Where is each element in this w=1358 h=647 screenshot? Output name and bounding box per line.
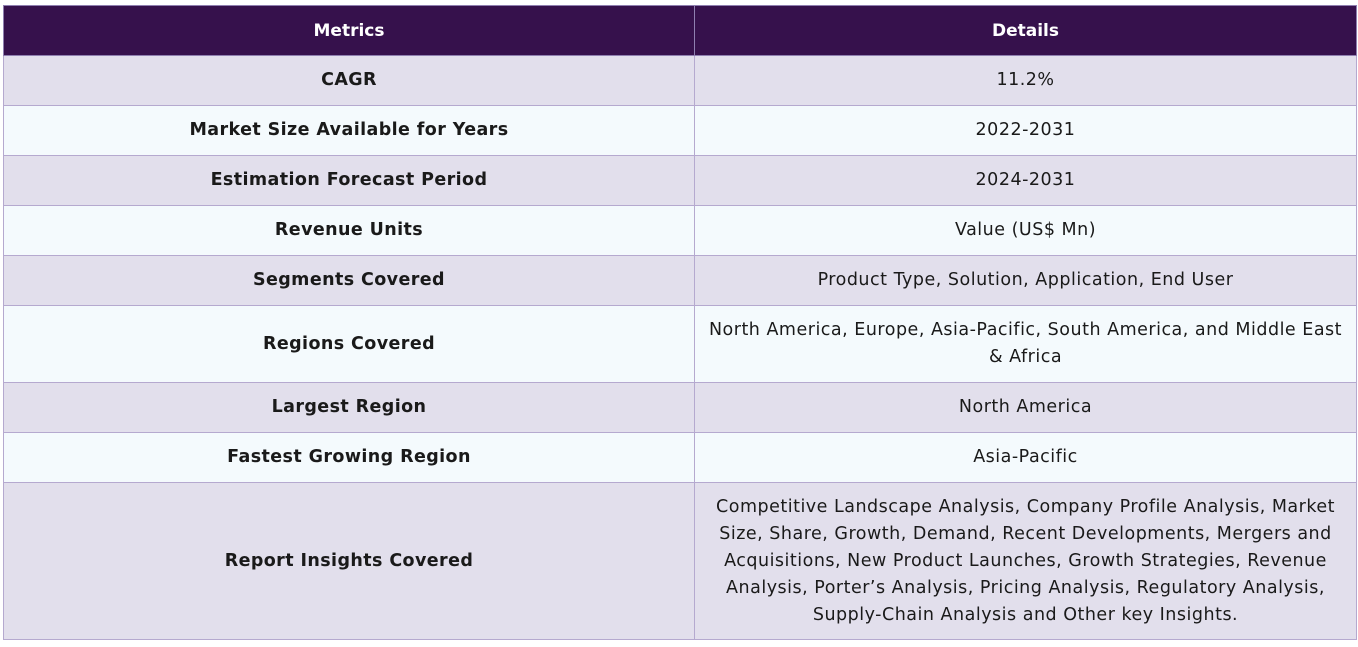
- metric-cell: Segments Covered: [3, 255, 695, 306]
- table-row-forecast-period: Estimation Forecast Period 2024-2031: [3, 155, 1357, 206]
- table-row-regions-covered: Regions Covered North America, Europe, A…: [3, 305, 1357, 383]
- table-row-segments-covered: Segments Covered Product Type, Solution,…: [3, 255, 1357, 306]
- report-metrics-table: Metrics Details CAGR 11.2% Market Size A…: [3, 5, 1357, 640]
- detail-cell: North America: [694, 382, 1357, 433]
- detail-cell: Asia-Pacific: [694, 432, 1357, 483]
- metric-cell: Market Size Available for Years: [3, 105, 695, 156]
- metric-cell: Estimation Forecast Period: [3, 155, 695, 206]
- detail-cell: 2022-2031: [694, 105, 1357, 156]
- metric-cell: Fastest Growing Region: [3, 432, 695, 483]
- table-row-cagr: CAGR 11.2%: [3, 55, 1357, 106]
- report-metrics-table-container: Metrics Details CAGR 11.2% Market Size A…: [3, 5, 1357, 640]
- details-column-header: Details: [694, 5, 1357, 56]
- detail-cell: 2024-2031: [694, 155, 1357, 206]
- metric-cell: Regions Covered: [3, 305, 695, 383]
- metric-cell: Revenue Units: [3, 205, 695, 256]
- metric-cell: Report Insights Covered: [3, 482, 695, 640]
- detail-cell: Product Type, Solution, Application, End…: [694, 255, 1357, 306]
- detail-cell: Competitive Landscape Analysis, Company …: [694, 482, 1357, 640]
- table-row-revenue-units: Revenue Units Value (US$ Mn): [3, 205, 1357, 256]
- table-row-largest-region: Largest Region North America: [3, 382, 1357, 433]
- table-row-market-size-years: Market Size Available for Years 2022-203…: [3, 105, 1357, 156]
- detail-cell: Value (US$ Mn): [694, 205, 1357, 256]
- metrics-column-header: Metrics: [3, 5, 695, 56]
- table-row-fastest-growing-region: Fastest Growing Region Asia-Pacific: [3, 432, 1357, 483]
- detail-cell: North America, Europe, Asia-Pacific, Sou…: [694, 305, 1357, 383]
- metric-cell: CAGR: [3, 55, 695, 106]
- table-row-report-insights: Report Insights Covered Competitive Land…: [3, 482, 1357, 640]
- metric-cell: Largest Region: [3, 382, 695, 433]
- detail-cell: 11.2%: [694, 55, 1357, 106]
- table-header-row: Metrics Details: [3, 5, 1357, 56]
